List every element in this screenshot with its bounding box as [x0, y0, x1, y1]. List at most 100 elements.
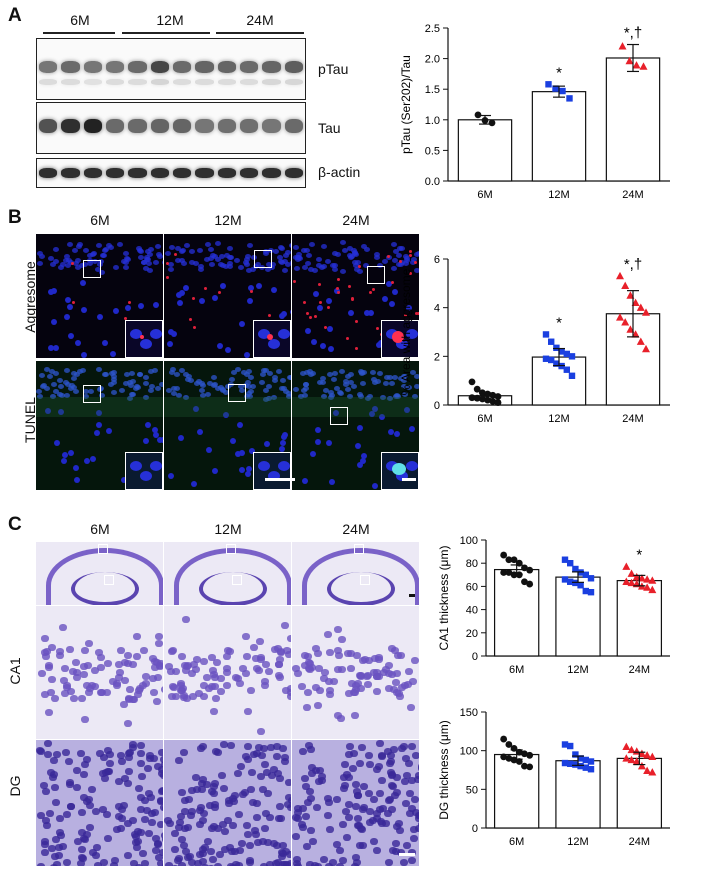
tunel-image-6m: [36, 361, 163, 490]
nucleus: [313, 290, 320, 297]
nucleus: [243, 351, 250, 358]
neuron: [259, 838, 268, 846]
bar-12m: [555, 576, 601, 657]
y-tick-label: 20: [466, 628, 478, 640]
nucleus: [347, 254, 354, 260]
neuron: [348, 765, 357, 773]
neuron: [268, 772, 277, 780]
nucleus: [60, 458, 67, 465]
neuron: [206, 848, 215, 856]
nucleus: [280, 378, 287, 384]
nucleus: [126, 380, 133, 386]
nucleus: [73, 260, 80, 266]
data-point-triangle: [627, 578, 636, 587]
neuron: [292, 832, 301, 840]
neuron: [201, 863, 210, 866]
nucleus: [358, 394, 365, 400]
neuron: [379, 805, 388, 813]
nucleus: [196, 428, 203, 435]
neuron: [55, 647, 64, 655]
nucleus: [175, 292, 182, 299]
neuron: [36, 863, 45, 866]
neuron: [325, 648, 334, 656]
neuron: [246, 841, 255, 849]
neuron: [334, 646, 343, 654]
ptau-band: [128, 61, 147, 73]
neuron: [350, 712, 359, 720]
nucleus: [238, 264, 245, 270]
inset-cell: [278, 329, 290, 339]
nucleus: [72, 465, 79, 472]
neuron: [349, 750, 358, 758]
histology-ca1-12m: [164, 606, 291, 739]
neuron: [136, 760, 145, 767]
neuron: [400, 681, 409, 689]
neuron: [415, 814, 419, 822]
y-tick-label: 2.5: [425, 23, 440, 35]
nucleus: [40, 383, 47, 389]
neuron: [378, 819, 387, 827]
nucleus: [243, 256, 250, 262]
nucleus: [258, 379, 265, 385]
neuron: [150, 689, 159, 697]
neuron: [316, 687, 324, 695]
inset-cell: [258, 329, 270, 339]
neuron: [226, 843, 235, 851]
neuron: [302, 704, 311, 712]
neuron: [308, 838, 317, 846]
nucleus: [227, 254, 234, 260]
aggresome-dot: [337, 290, 341, 294]
nucleus: [272, 377, 279, 383]
neuron: [53, 860, 62, 866]
nucleus: [199, 298, 206, 305]
neuron: [210, 780, 219, 788]
neuron: [132, 652, 141, 660]
nucleus: [169, 245, 176, 251]
nucleus: [371, 482, 378, 489]
nucleus: [174, 386, 181, 392]
neuron: [333, 796, 342, 804]
neuron: [346, 664, 355, 672]
nucleus: [170, 385, 177, 391]
nucleus: [58, 409, 65, 416]
nucleus: [146, 267, 153, 273]
y-tick-label: 1.0: [425, 115, 440, 127]
nucleus: [95, 243, 102, 249]
neuron: [391, 840, 400, 848]
neuron: [229, 822, 238, 830]
blot-tau: [36, 102, 306, 154]
data-point-square: [561, 741, 569, 748]
nucleus: [64, 367, 71, 373]
ptau-band: [173, 79, 192, 85]
neuron: [180, 749, 189, 757]
nucleus: [129, 379, 136, 385]
neuron: [222, 682, 231, 690]
neuron: [405, 809, 414, 817]
neuron: [99, 805, 108, 813]
neuron: [261, 810, 270, 818]
neuron: [360, 782, 369, 790]
neuron: [220, 845, 229, 853]
nucleus: [394, 392, 401, 398]
nucleus: [129, 370, 136, 376]
nucleus: [280, 440, 287, 447]
aggresome-dot: [398, 260, 402, 264]
nucleus: [179, 290, 186, 297]
nucleus: [197, 248, 204, 254]
neuron: [117, 646, 126, 654]
aggresome-dot: [416, 312, 419, 316]
ptau-band: [240, 79, 259, 85]
roi-box: [83, 385, 101, 403]
nucleus: [285, 250, 291, 256]
nucleus: [377, 340, 384, 347]
neuron: [46, 688, 55, 696]
actin-band: [150, 168, 169, 178]
data-point-square: [582, 587, 589, 595]
x-tick-label: 12M: [548, 189, 569, 201]
neuron: [407, 849, 416, 857]
neuron: [168, 693, 177, 701]
actin-band: [83, 168, 102, 178]
nucleus: [380, 395, 387, 401]
histo-header-6m: 6M: [90, 521, 110, 537]
neuron: [137, 749, 146, 757]
